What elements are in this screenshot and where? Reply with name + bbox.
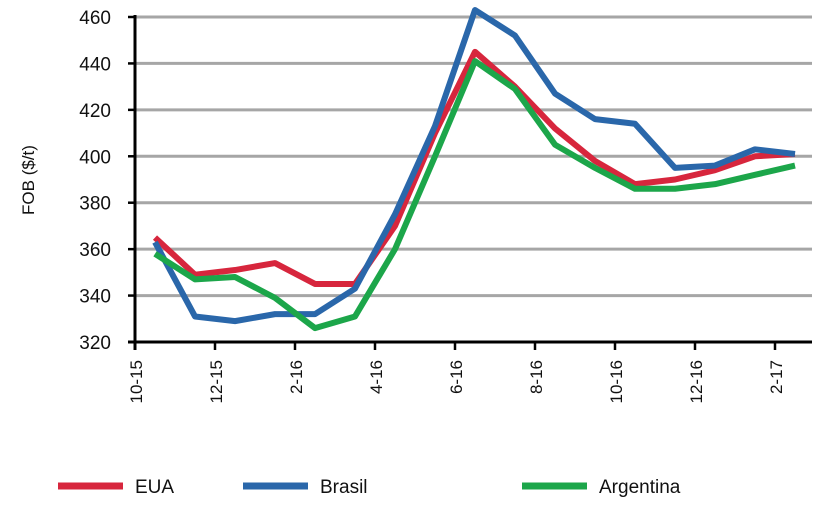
y-tick-label: 460 [79,8,111,29]
legend-label-eua: EUA [135,477,174,498]
x-axis-ticks: 10-15 12-15 2-16 4-16 6-16 8-16 10-16 12-16 2-17 [127,340,812,403]
x-tick-label: 10-15 [127,360,146,403]
series-line-argentina [153,58,796,332]
x-tick-label: 10-16 [607,360,626,403]
y-tick-label: 380 [79,194,111,215]
x-tick-label: 12-16 [687,360,706,403]
y-tick-label: 360 [79,240,111,261]
y-tick-label: 340 [79,287,111,308]
legend: EUA Brasil Argentina [58,477,681,498]
y-tick-label: 400 [79,147,111,168]
series-line-brasil [152,7,796,325]
y-tick-label: 440 [79,54,111,75]
x-tick-label: 6-16 [447,360,466,394]
legend-label-argentina: Argentina [599,477,681,498]
series-lines [152,7,796,332]
series-line-eua [152,48,796,287]
x-tick-label: 2-16 [287,360,306,394]
y-tick-label: 320 [79,333,111,354]
y-axis-ticks: 320 340 360 380 400 420 440 460 [79,8,137,354]
x-tick-label: 2-17 [767,360,786,394]
y-axis-label: FOB ($/t) [19,145,38,215]
y-tick-label: 420 [79,101,111,122]
x-tick-label: 12-15 [207,360,226,403]
x-tick-label: 4-16 [367,360,386,394]
legend-label-brasil: Brasil [320,477,368,498]
x-tick-label: 8-16 [527,360,546,394]
